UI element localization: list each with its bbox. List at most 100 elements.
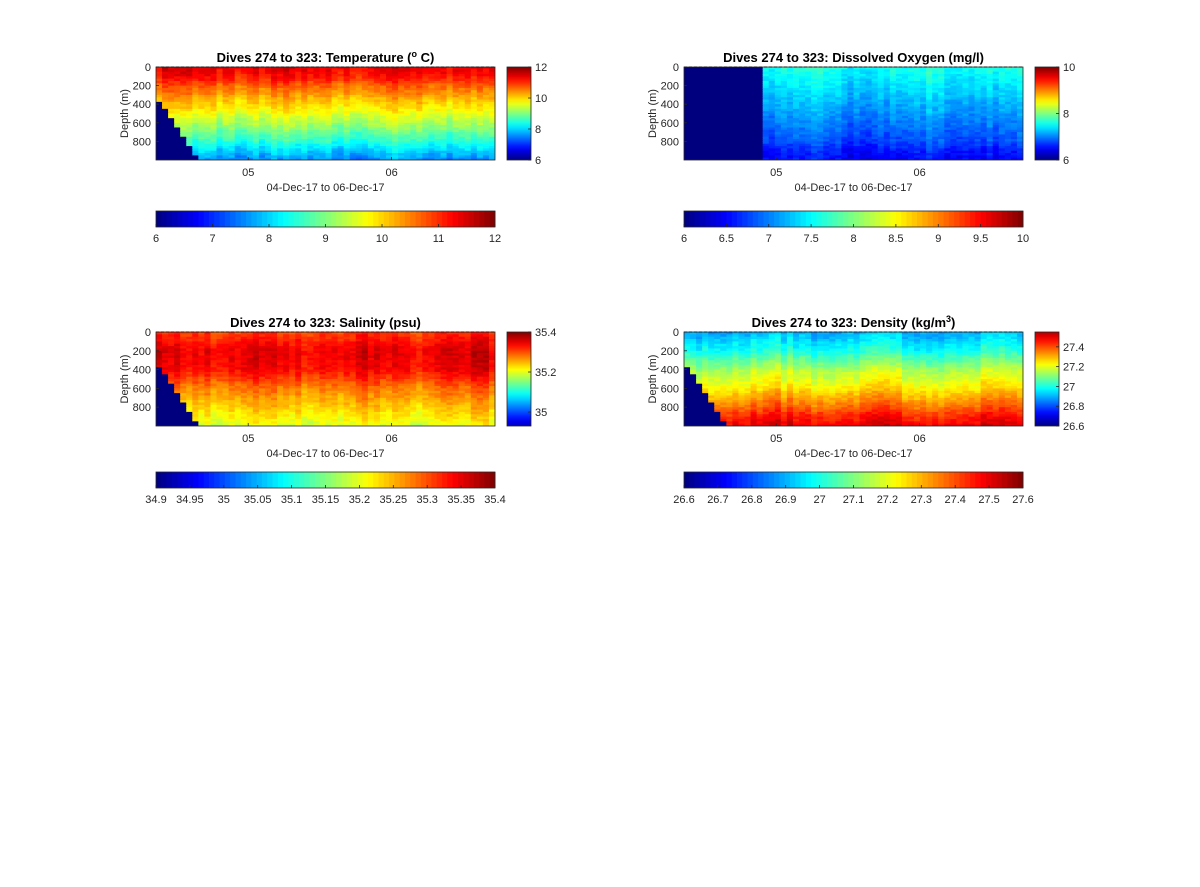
y-tick-label: 600 xyxy=(133,383,151,395)
colorbar-tick-label: 26.6 xyxy=(1063,421,1084,433)
y-tick-label: 0 xyxy=(673,327,679,339)
hcolorbar-tick-label: 35.1 xyxy=(281,494,302,506)
chart-title: Dives 274 to 323: Temperature (o C) xyxy=(217,49,435,65)
x-tick-label: 06 xyxy=(913,433,925,445)
y-tick-label: 0 xyxy=(673,62,679,74)
subplot-2: Dives 274 to 323: Dissolved Oxygen (mg/l… xyxy=(647,50,1075,245)
hcolorbar-tick-label: 6.5 xyxy=(719,233,734,245)
y-tick-label: 200 xyxy=(661,81,679,93)
axes-frame xyxy=(683,331,1024,427)
colorbar-tick-label: 27 xyxy=(1063,381,1075,393)
colorbar-tick-label: 10 xyxy=(535,93,547,105)
axes-frame xyxy=(683,66,1024,161)
hcolorbar-tick-label: 9 xyxy=(935,233,941,245)
horizontal-colorbar xyxy=(684,211,1024,227)
vertical-colorbar xyxy=(506,66,532,161)
colorbar-tick-label: 26.8 xyxy=(1063,401,1084,413)
hcolorbar-tick-label: 8 xyxy=(850,233,856,245)
x-tick-label: 05 xyxy=(770,167,782,179)
colorbar-tick-label: 8 xyxy=(535,124,541,136)
x-axis-label: 04-Dec-17 to 06-Dec-17 xyxy=(794,448,912,460)
hcolorbar-tick-label: 26.8 xyxy=(741,494,762,506)
y-axis-label: Depth (m) xyxy=(647,355,659,404)
heatmap-cells xyxy=(156,332,495,426)
hcolorbar-tick-label: 8 xyxy=(266,233,272,245)
vertical-colorbar xyxy=(1034,66,1060,161)
chart-title-end: C) xyxy=(417,50,434,65)
hcolorbar-tick-label: 27.1 xyxy=(843,494,864,506)
hcolorbar-tick-label: 35.25 xyxy=(380,494,408,506)
hcolorbar-tick-label: 7.5 xyxy=(803,233,818,245)
chart-title-superscript: 3 xyxy=(946,314,951,324)
hcolorbar-tick-label: 10 xyxy=(1017,233,1029,245)
x-tick-label: 05 xyxy=(770,433,782,445)
hcolorbar-tick-label: 35 xyxy=(218,494,230,506)
x-tick-label: 05 xyxy=(242,433,254,445)
hcolorbar-tick-label: 6 xyxy=(153,233,159,245)
y-tick-label: 800 xyxy=(133,402,151,414)
y-tick-label: 200 xyxy=(133,81,151,93)
y-tick-label: 0 xyxy=(145,62,151,74)
hcolorbar-tick-label: 8.5 xyxy=(888,233,903,245)
hcolorbar-tick-label: 9.5 xyxy=(973,233,988,245)
y-tick-label: 800 xyxy=(133,136,151,148)
hcolorbar-tick-label: 26.7 xyxy=(707,494,728,506)
y-tick-label: 200 xyxy=(133,346,151,358)
vertical-colorbar xyxy=(506,331,532,427)
chart-title: Dives 274 to 323: Dissolved Oxygen (mg/l… xyxy=(723,50,984,65)
colorbar-tick-label: 35.2 xyxy=(535,367,556,379)
horizontal-colorbar xyxy=(156,472,496,488)
hcolorbar-tick-label: 11 xyxy=(433,233,444,245)
y-tick-label: 600 xyxy=(661,383,679,395)
chart-title-main: Dives 274 to 323: Dissolved Oxygen (mg/l… xyxy=(723,50,984,65)
colorbar-tick-label: 6 xyxy=(1063,155,1069,167)
hcolorbar-tick-label: 27.5 xyxy=(978,494,999,506)
x-axis-label: 04-Dec-17 to 06-Dec-17 xyxy=(794,182,912,194)
chart-title-main: Dives 274 to 323: Density (kg/m xyxy=(752,315,946,330)
hcolorbar-tick-label: 6 xyxy=(681,233,687,245)
y-tick-label: 400 xyxy=(133,365,151,377)
colorbar-tick-label: 27.2 xyxy=(1063,362,1084,374)
chart-title: Dives 274 to 323: Salinity (psu) xyxy=(230,315,421,330)
subplot-3: Dives 274 to 323: Salinity (psu) 0 200 400 6… xyxy=(119,315,556,506)
y-axis-label: Depth (m) xyxy=(647,89,659,138)
axes-frame xyxy=(155,66,496,161)
hcolorbar-tick-label: 27.4 xyxy=(944,494,965,506)
colorbar-tick-label: 12 xyxy=(535,62,547,74)
x-tick-label: 06 xyxy=(385,167,397,179)
colorbar-tick-label: 6 xyxy=(535,155,541,167)
hcolorbar-tick-label: 35.3 xyxy=(416,494,437,506)
colorbar-tick-label: 35.4 xyxy=(535,327,556,339)
x-tick-label: 05 xyxy=(242,167,254,179)
hcolorbar-tick-label: 35.35 xyxy=(447,494,475,506)
horizontal-colorbar xyxy=(684,472,1024,488)
y-tick-label: 400 xyxy=(133,99,151,111)
subplot-4: Dives 274 to 323: Density (kg/m3) 0 200 400… xyxy=(647,314,1084,506)
x-axis-label: 04-Dec-17 to 06-Dec-17 xyxy=(266,182,384,194)
hcolorbar-tick-label: 34.95 xyxy=(176,494,204,506)
hcolorbar-tick-label: 7 xyxy=(766,233,772,245)
x-axis-label: 04-Dec-17 to 06-Dec-17 xyxy=(266,448,384,460)
chart-title: Dives 274 to 323: Density (kg/m3) xyxy=(752,314,956,330)
hcolorbar-tick-label: 26.9 xyxy=(775,494,796,506)
y-tick-label: 400 xyxy=(661,365,679,377)
hcolorbar-tick-label: 35.15 xyxy=(312,494,340,506)
colorbar-tick-label: 27.4 xyxy=(1063,342,1084,354)
horizontal-colorbar xyxy=(156,211,496,227)
colorbar-tick-label: 10 xyxy=(1063,62,1075,74)
hcolorbar-tick-label: 10 xyxy=(376,233,388,245)
x-tick-label: 06 xyxy=(385,433,397,445)
x-tick-label: 06 xyxy=(913,167,925,179)
hcolorbar-tick-label: 34.9 xyxy=(145,494,166,506)
heatmap-cells xyxy=(684,332,1023,426)
hcolorbar-tick-label: 26.6 xyxy=(673,494,694,506)
y-tick-label: 200 xyxy=(661,346,679,358)
hcolorbar-tick-label: 35.05 xyxy=(244,494,272,506)
hcolorbar-tick-label: 27.6 xyxy=(1012,494,1033,506)
heatmap-cells xyxy=(684,67,1023,160)
hcolorbar-tick-label: 7 xyxy=(209,233,215,245)
hcolorbar-tick-label: 27.2 xyxy=(877,494,898,506)
hcolorbar-tick-label: 12 xyxy=(489,233,501,245)
hcolorbar-tick-label: 27.3 xyxy=(911,494,932,506)
